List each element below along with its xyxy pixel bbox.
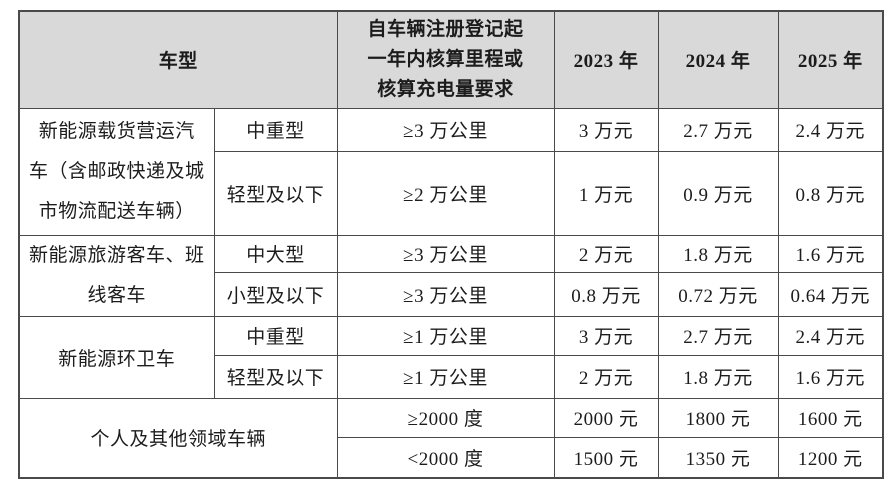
table-row: 新能源旅游客车、班 线客车 中大型 ≥3 万公里 2 万元 1.8 万元 1.6… [18, 234, 884, 317]
table-row: 轻型及以下 ≥2 万公里 1 万元 0.9 万元 0.8 万元 [19, 150, 884, 236]
value-2023-cell: 3 万元 [553, 107, 659, 152]
requirement-cell: ≥1 万公里 [336, 354, 555, 399]
value-2025-cell: 2.4 万元 [777, 315, 884, 356]
requirement-cell: <2000 度 [336, 436, 555, 479]
category-line: 新能源载货营运汽 [38, 120, 195, 142]
value-2025-cell: 1200 元 [777, 436, 884, 479]
value-2023-cell: 1500 元 [553, 436, 659, 479]
value-2024-cell: 1.8 万元 [657, 354, 779, 399]
table-row: <2000 度 1500 元 1350 元 1200 元 [19, 436, 884, 479]
header-year-2023: 2023 年 [553, 10, 659, 109]
header-requirement: 自车辆注册登记起 一年内核算里程或 核算充电量要求 [336, 10, 555, 109]
header-requirement-line-3: 核算充电量要求 [377, 78, 514, 100]
requirement-cell: ≥3 万公里 [336, 271, 555, 317]
header-vehicle-type: 车型 [18, 10, 338, 109]
value-2024-cell: 1800 元 [657, 397, 779, 438]
value-2025-cell: 0.8 万元 [777, 150, 884, 236]
value-2025-cell: 1600 元 [777, 397, 884, 438]
subtype-cell: 轻型及以下 [213, 150, 338, 236]
value-2025-cell: 0.64 万元 [777, 271, 884, 317]
subtype-cell: 小型及以下 [213, 271, 338, 317]
value-2024-cell: 1.8 万元 [657, 234, 779, 273]
header-requirement-line-1: 自车辆注册登记起 [367, 18, 524, 40]
requirement-cell: ≥1 万公里 [336, 315, 555, 356]
value-2023-cell: 2000 元 [553, 397, 659, 438]
header-year-2025: 2025 年 [777, 10, 884, 109]
category-line: 新能源旅游客车、班 [28, 244, 205, 266]
requirement-cell: ≥3 万公里 [336, 234, 555, 273]
value-2023-cell: 2 万元 [553, 354, 659, 399]
subsidy-table: 车型 自车辆注册登记起 一年内核算里程或 核算充电量要求 2023 年 2024… [18, 10, 885, 479]
value-2023-cell: 1 万元 [553, 150, 659, 236]
value-2025-cell: 2.4 万元 [777, 107, 884, 152]
category-line: 车（含邮政快递及城 [28, 160, 205, 182]
value-2023-cell: 3 万元 [553, 315, 659, 356]
requirement-cell: ≥3 万公里 [336, 107, 555, 152]
category-line: 市物流配送车辆） [38, 200, 195, 222]
category-cell-bus: 新能源旅游客车、班 线客车 [18, 234, 215, 317]
value-2024-cell: 0.72 万元 [657, 271, 779, 317]
value-2023-cell: 2 万元 [553, 234, 659, 273]
subtype-cell: 中重型 [213, 107, 338, 152]
value-2025-cell: 1.6 万元 [777, 354, 884, 399]
value-2024-cell: 2.7 万元 [657, 107, 779, 152]
table-row: 小型及以下 ≥3 万公里 0.8 万元 0.72 万元 0.64 万元 [19, 271, 884, 317]
table-row: 轻型及以下 ≥1 万公里 2 万元 1.8 万元 1.6 万元 [19, 354, 884, 399]
subtype-cell: 中大型 [213, 234, 338, 273]
category-cell-personal: 个人及其他领域车辆 [18, 397, 338, 479]
category-line: 线客车 [87, 284, 146, 306]
table-row: 新能源环卫车 中重型 ≥1 万公里 3 万元 2.7 万元 2.4 万元 [18, 315, 884, 399]
subtype-cell: 中重型 [213, 315, 338, 356]
header-requirement-line-2: 一年内核算里程或 [367, 48, 524, 70]
value-2025-cell: 1.6 万元 [777, 234, 884, 273]
table-row: 个人及其他领域车辆 ≥2000 度 2000 元 1800 元 1600 元 [18, 397, 884, 479]
requirement-cell: ≥2 万公里 [336, 150, 555, 236]
value-2024-cell: 1350 元 [657, 436, 779, 479]
value-2024-cell: 0.9 万元 [657, 150, 779, 236]
header-year-2024: 2024 年 [657, 10, 779, 109]
value-2023-cell: 0.8 万元 [553, 271, 659, 317]
subtype-cell: 轻型及以下 [213, 354, 338, 399]
category-cell-sanitation: 新能源环卫车 [18, 315, 215, 399]
value-2024-cell: 2.7 万元 [657, 315, 779, 356]
table-row: 新能源载货营运汽 车（含邮政快递及城 市物流配送车辆） 中重型 ≥3 万公里 3… [18, 107, 884, 236]
requirement-cell: ≥2000 度 [336, 397, 555, 438]
header-row: 车型 自车辆注册登记起 一年内核算里程或 核算充电量要求 2023 年 2024… [18, 10, 884, 109]
category-cell-freight: 新能源载货营运汽 车（含邮政快递及城 市物流配送车辆） [18, 107, 215, 236]
